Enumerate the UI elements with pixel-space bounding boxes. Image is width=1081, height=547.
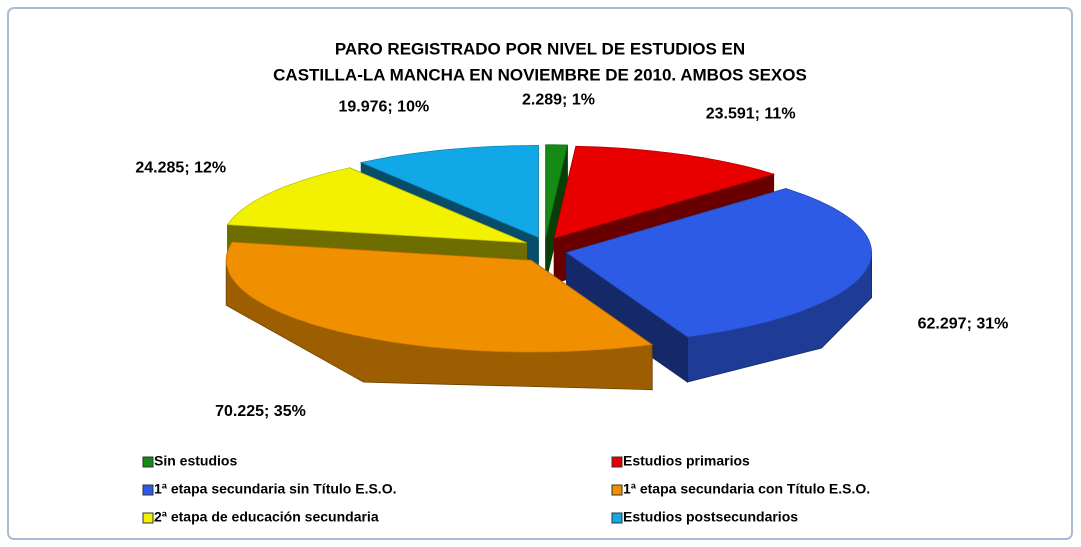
legend-label: Estudios postsecundarios [623, 509, 798, 525]
chart-title: PARO REGISTRADO POR NIVEL DE ESTUDIOS EN [335, 39, 745, 58]
slice-top [545, 144, 568, 237]
slice-top [225, 241, 654, 353]
legend-label: Estudios primarios [623, 453, 750, 469]
data-label: 23.591; 11% [706, 105, 796, 122]
legend-swatch [142, 484, 154, 496]
legend-label: 1ª etapa secundaria sin Título E.S.O. [154, 481, 396, 497]
legend-label: 2ª etapa de educación secundaria [154, 509, 379, 525]
chart-title: CASTILLA-LA MANCHA EN NOVIEMBRE DE 2010.… [273, 65, 807, 84]
slice-top [553, 145, 776, 239]
legend-label: Sin estudios [154, 453, 237, 469]
legend-swatch [611, 456, 623, 468]
legend-swatch [142, 456, 154, 468]
legend-swatch [611, 512, 623, 524]
legend-swatch [611, 484, 623, 496]
slice [565, 187, 873, 384]
data-label: 2.289; 1% [522, 91, 595, 108]
legend-swatch [142, 512, 154, 524]
data-label: 70.225; 35% [215, 403, 306, 420]
slice-top [359, 144, 539, 239]
data-label: 19.976; 10% [338, 98, 429, 115]
legend-label: 1ª etapa secundaria con Título E.S.O. [623, 481, 870, 497]
data-label: 62.297; 31% [918, 316, 1009, 333]
slice-top [226, 167, 527, 244]
data-label: 24.285; 12% [135, 160, 226, 177]
slice [225, 241, 654, 391]
slice-top [565, 188, 873, 338]
